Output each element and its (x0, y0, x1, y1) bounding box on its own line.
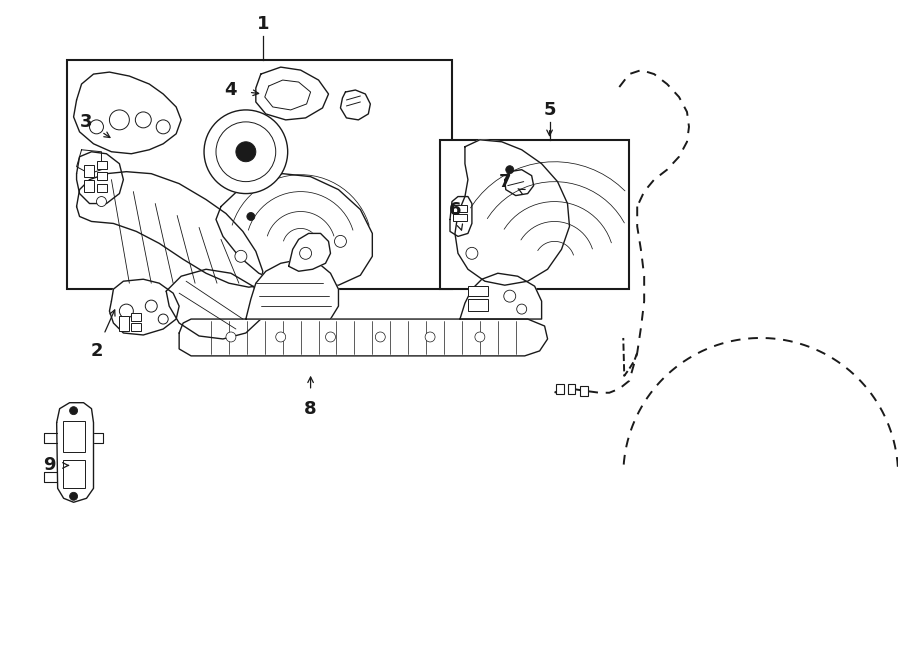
Circle shape (247, 212, 255, 221)
Polygon shape (76, 172, 263, 287)
Polygon shape (256, 67, 328, 120)
Circle shape (110, 110, 130, 130)
Polygon shape (289, 233, 330, 271)
Bar (84, 180, 94, 192)
Polygon shape (460, 273, 542, 319)
Polygon shape (76, 150, 102, 174)
Polygon shape (246, 259, 338, 319)
Circle shape (466, 247, 478, 259)
Polygon shape (76, 152, 123, 204)
Polygon shape (110, 279, 179, 335)
Circle shape (120, 304, 133, 318)
Bar (97, 161, 107, 169)
Bar (120, 316, 130, 331)
Text: 7: 7 (499, 173, 511, 190)
Polygon shape (265, 80, 310, 110)
Bar (453, 214, 467, 221)
Circle shape (96, 196, 106, 206)
Bar (440, 140, 629, 289)
Text: 2: 2 (90, 342, 103, 360)
Bar (63, 461, 85, 488)
Circle shape (235, 251, 247, 262)
Circle shape (204, 110, 288, 194)
Text: 3: 3 (80, 113, 93, 131)
Bar (453, 204, 467, 212)
Text: 9: 9 (43, 457, 56, 475)
Circle shape (506, 166, 514, 174)
Circle shape (89, 120, 104, 134)
Polygon shape (216, 174, 373, 287)
Text: 1: 1 (256, 15, 269, 33)
Text: 8: 8 (304, 400, 317, 418)
Circle shape (158, 314, 168, 324)
Bar (468, 299, 488, 311)
Circle shape (275, 332, 285, 342)
Polygon shape (455, 140, 570, 285)
Circle shape (157, 120, 170, 134)
Polygon shape (166, 269, 263, 339)
Bar (580, 386, 589, 396)
Bar (63, 420, 85, 453)
Polygon shape (450, 196, 472, 237)
Bar (84, 165, 94, 176)
Bar (468, 286, 488, 296)
Polygon shape (179, 319, 547, 356)
Circle shape (425, 332, 435, 342)
Circle shape (69, 492, 77, 500)
Circle shape (69, 407, 77, 414)
Circle shape (475, 332, 485, 342)
Bar (131, 313, 141, 321)
Bar (131, 323, 141, 331)
Text: 5: 5 (544, 101, 556, 119)
Bar (97, 172, 107, 180)
Bar (568, 384, 575, 394)
Text: 4: 4 (225, 81, 238, 99)
Circle shape (216, 122, 275, 182)
Polygon shape (505, 170, 534, 196)
Circle shape (517, 304, 526, 314)
Circle shape (236, 142, 256, 162)
Polygon shape (57, 403, 94, 502)
Circle shape (335, 235, 346, 247)
Polygon shape (340, 90, 370, 120)
Circle shape (326, 332, 336, 342)
Bar (97, 184, 107, 192)
Circle shape (135, 112, 151, 128)
Bar (67, 60, 452, 289)
Circle shape (226, 332, 236, 342)
Circle shape (300, 247, 311, 259)
Text: 6: 6 (449, 200, 461, 219)
Circle shape (375, 332, 385, 342)
Polygon shape (74, 72, 181, 154)
Circle shape (145, 300, 158, 312)
Circle shape (504, 290, 516, 302)
Bar (555, 384, 563, 394)
